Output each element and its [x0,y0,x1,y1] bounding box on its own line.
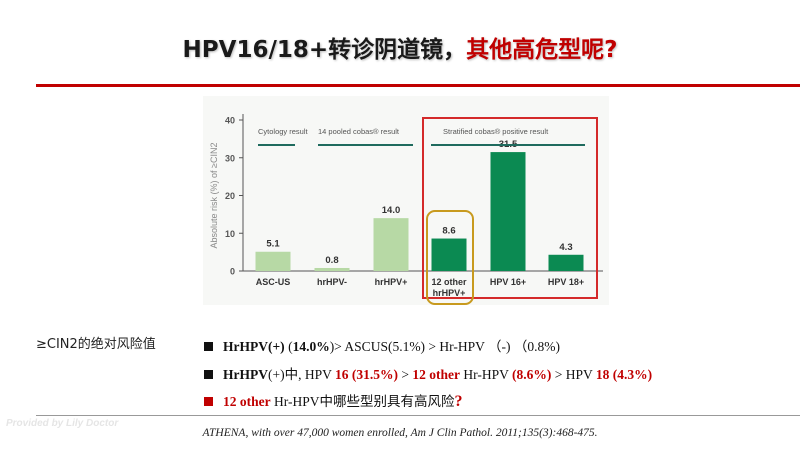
title-part-red: 其他高危型呢? [466,37,618,63]
bullet-3-text-b: Hr-HPV中哪些型别具有高风险 [270,394,455,409]
bullet-1-text-a: HrHPV(+) [223,339,285,354]
y-tick-label: 0 [230,267,235,277]
bullet-3-text-c: ? [454,393,463,410]
bullet-2-text-d: > [398,367,413,382]
bullet-1-text-c: 14.0% [292,339,330,354]
bar-2 [314,267,350,271]
bullet-2-text-e: 12 other [412,367,460,382]
category-label: HPV 18+ [548,277,584,287]
bullet-square-icon [204,342,213,351]
bar-6 [548,254,584,271]
risk-bar-chart: 0 10 20 30 40 Absolute risk (%) of ≥CIN2 5.1 AS… [209,114,603,305]
category-label: hrHPV+ [375,277,408,287]
group-header-label: Stratified cobas® positive result [443,127,549,136]
highlight-box-gold [426,210,474,305]
bar-5 [490,152,526,271]
bullet-3-text-a: 12 other [223,394,271,409]
bottom-divider [36,415,800,416]
bullet-square-red-icon [204,397,213,406]
bullet-1-text-d: )> ASCUS(5.1%) > Hr-HPV （-) （0.8%) [329,339,561,354]
category-label: ASC-US [256,277,291,287]
citation: ATHENA, with over 47,000 women enrolled,… [202,427,598,439]
category-label: HPV 16+ [490,277,526,287]
watermark: Provided by Lily Doctor [6,418,119,429]
y-tick-label: 30 [225,153,235,163]
bullet-2-text-g: (8.6%) [511,367,552,382]
title-underline [36,84,800,87]
bullet-square-icon [204,370,213,379]
bullet-2-text-f: Hr-HPV [460,367,512,382]
side-label: ≥CIN2的绝对风险值 [36,337,156,352]
category-label: 12 other [431,277,467,287]
bar-value-label: 14.0 [382,205,401,216]
slide-title: HPV16/18+转诊阴道镜，其他高危型呢? [0,30,800,64]
group-header-label: 14 pooled cobas® result [318,127,400,136]
highlight-box-red [422,117,598,299]
y-tick-label: 40 [225,116,235,126]
bar-value-label: 8.6 [442,226,455,237]
y-tick-label: 20 [225,191,235,201]
chart-panel: 0 10 20 30 40 Absolute risk (%) of ≥CIN2 5.1 AS… [203,96,609,305]
y-axis-title: Absolute risk (%) of ≥CIN2 [209,143,219,249]
category-label: hrHPV+ [433,288,466,298]
bullet-3: 12 other Hr-HPV中哪些型别具有高风险? [204,390,462,411]
bullet-1-text-b: ( [284,339,293,354]
bullet-2-text-b: (+)中, HPV [268,367,335,382]
bar-value-label: 5.1 [266,239,280,250]
bullet-2-text-h: > HPV [551,367,596,382]
y-tick-label: 10 [225,229,235,239]
bullet-1: HrHPV(+) (14.0%)> ASCUS(5.1%) > Hr-HPV （… [204,335,560,355]
bar-4 [431,238,467,271]
bar-value-label: 4.3 [559,242,572,253]
bullet-2-text-c: 16 (31.5%) [335,367,398,382]
bullet-2: HrHPV(+)中, HPV 16 (31.5%) > 12 other Hr-… [204,363,652,383]
group-header-label: Cytology result [258,127,309,136]
category-label: hrHPV- [317,277,347,287]
bullet-2-text-i: 18 (4.3%) [595,367,653,382]
title-part-black: HPV16/18+转诊阴道镜， [182,37,467,63]
bar-1 [255,251,291,271]
bar-value-label: 0.8 [325,255,338,266]
bar-3 [373,218,409,271]
bullet-2-text-a: HrHPV [223,367,268,382]
